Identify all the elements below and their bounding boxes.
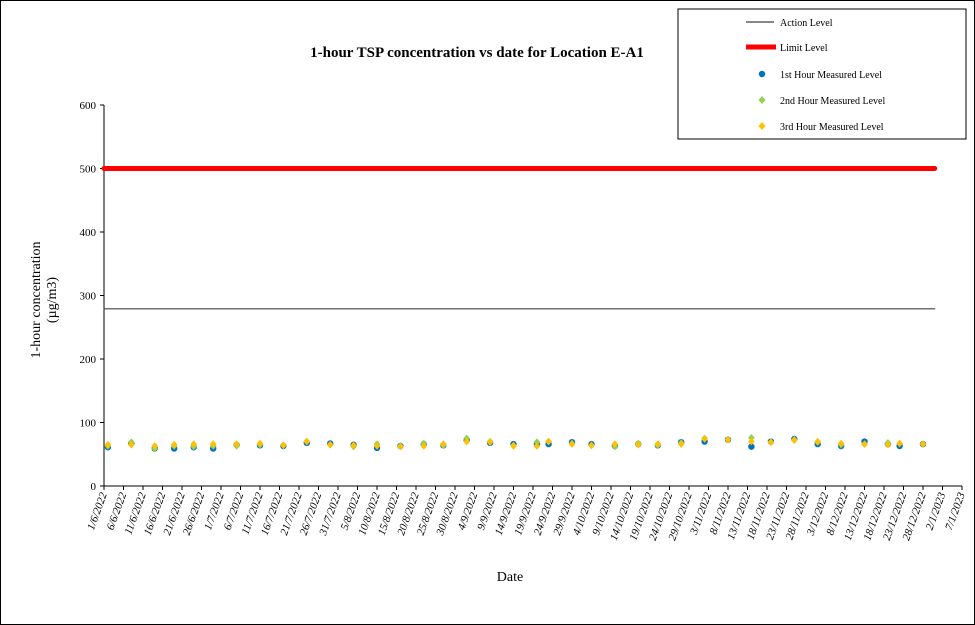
data-point-series-3 <box>677 440 685 448</box>
y-tick-label: 0 <box>91 481 97 493</box>
data-point-series-3 <box>791 436 798 445</box>
y-tick-label: 600 <box>80 100 97 112</box>
data-point-series-2 <box>533 438 541 446</box>
data-point-series-3 <box>486 438 494 446</box>
data-point-series-3 <box>128 440 135 449</box>
legend: Action Level Limit Level 1st Hour Measur… <box>677 8 967 140</box>
data-point-series-3 <box>654 440 662 448</box>
x-axis-title: Date <box>497 570 523 585</box>
y-tick-label: 100 <box>80 418 97 430</box>
plot-area: 01002003004005006001/6/20226/6/202211/6/… <box>80 100 968 542</box>
y-tick-label: 300 <box>80 291 97 303</box>
data-point-series-3 <box>104 440 112 449</box>
legend-label-series-2: 2nd Hour Measured Level <box>780 96 885 107</box>
data-point-series-3 <box>463 437 470 446</box>
data-point-series-3 <box>170 440 178 449</box>
legend-marker-series-1 <box>758 70 766 78</box>
legend-label-action-level: Action Level <box>780 18 833 29</box>
data-point-series-3 <box>440 440 447 448</box>
data-point-series-3 <box>635 440 642 449</box>
data-point-series-3 <box>151 442 158 450</box>
data-point-series-3 <box>397 442 404 451</box>
data-point-series-3 <box>896 439 903 448</box>
data-point-series-3 <box>303 437 311 446</box>
data-point-series-3 <box>420 442 428 450</box>
data-point-series-3 <box>919 440 927 448</box>
data-point-series-2 <box>748 433 755 442</box>
data-point-series-3 <box>350 441 357 450</box>
data-point-series-3 <box>611 440 619 448</box>
legend-marker-series-3 <box>758 122 766 130</box>
y-tick-label: 200 <box>80 354 97 366</box>
data-point-series-3 <box>256 439 264 448</box>
data-point-series-1 <box>748 443 755 450</box>
y-axis-title-line1: 1-hour concentration <box>29 241 44 358</box>
data-point-series-3 <box>510 442 517 450</box>
data-point-series-3 <box>568 440 576 448</box>
data-point-series-3 <box>373 442 381 450</box>
legend-label-series-1: 1st Hour Measured Level <box>780 70 882 81</box>
y-axis-title: 1-hour concentration (µg/m3) <box>29 241 60 358</box>
data-point-series-3 <box>588 441 595 450</box>
data-point-series-3 <box>701 435 708 443</box>
data-point-series-3 <box>814 437 821 446</box>
y-axis-title-line2: (µg/m3) <box>45 277 60 324</box>
data-point-series-3 <box>837 439 845 448</box>
data-point-series-3 <box>326 440 334 449</box>
data-point-series-3 <box>545 437 552 446</box>
data-point-series-3 <box>748 437 755 446</box>
data-point-series-3 <box>724 435 732 444</box>
data-point-series-3 <box>767 438 775 446</box>
y-tick-label: 500 <box>80 164 97 176</box>
data-point-series-3 <box>233 440 240 448</box>
data-point-series-3 <box>861 440 868 448</box>
data-point-series-3 <box>533 442 541 450</box>
data-point-series-3 <box>884 440 892 449</box>
legend-label-limit-level: Limit Level <box>780 43 828 54</box>
y-tick-label: 400 <box>80 227 97 239</box>
chart-title: 1-hour TSP concentration vs date for Loc… <box>310 45 644 61</box>
data-point-series-3 <box>209 440 217 448</box>
legend-marker-series-2 <box>758 96 766 104</box>
data-point-series-3 <box>280 441 287 450</box>
data-point-series-3 <box>190 440 197 448</box>
legend-box <box>677 8 967 140</box>
legend-label-series-3: 3rd Hour Measured Level <box>780 122 884 133</box>
